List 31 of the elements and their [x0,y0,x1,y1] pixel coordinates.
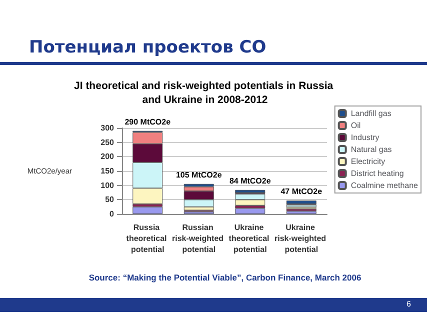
bar [286,211,316,214]
y-tick-label: 100 [100,180,115,190]
legend-label: Natural gas [350,145,392,154]
legend-label: District heating [350,169,404,178]
total-label: 47 MtCO2e [280,187,323,196]
source-note: Source: “Making the Potential Viable”, Carbon Finance, March 2006 [88,272,362,282]
bar [286,200,316,204]
chart-subtitle: JI theoretical and risk-weighted potentials in Russia and Ukraine in 2008-2012 [74,80,336,106]
total-label: 105 MtCO2e [176,170,222,180]
total-label: 290 MtCO2e [124,117,172,126]
chart-title: Потенциал проектов CO [29,38,266,58]
total-label: 84 MtCO2e [229,176,272,186]
bar [235,208,266,214]
legend-label: Industry [350,133,380,142]
bar [132,206,163,214]
legend-label: Landfill gas [350,109,392,118]
x-tick-label: Ukraine theoretical potential [228,223,272,254]
legend-label: Coalmine methane [350,181,419,190]
y-tick-label: 0 [110,210,115,218]
x-tick-label: Russia theoretical potential [126,223,169,254]
legend-label: Oil [350,121,361,130]
legend-label: Electricity [350,157,386,166]
y-tick-label: 150 [100,166,115,176]
y-tick-label: 50 [105,195,115,204]
text: 6 [406,300,412,308]
y-tick-label: 250 [100,138,115,147]
y-tick-label: 200 [100,152,115,162]
x-tick-label: Ukraine risk-weighted potential [274,223,328,254]
y-tick-label: 300 [100,124,115,132]
bar [184,184,214,187]
x-tick-label: Russian risk-weighted potential [172,223,226,254]
